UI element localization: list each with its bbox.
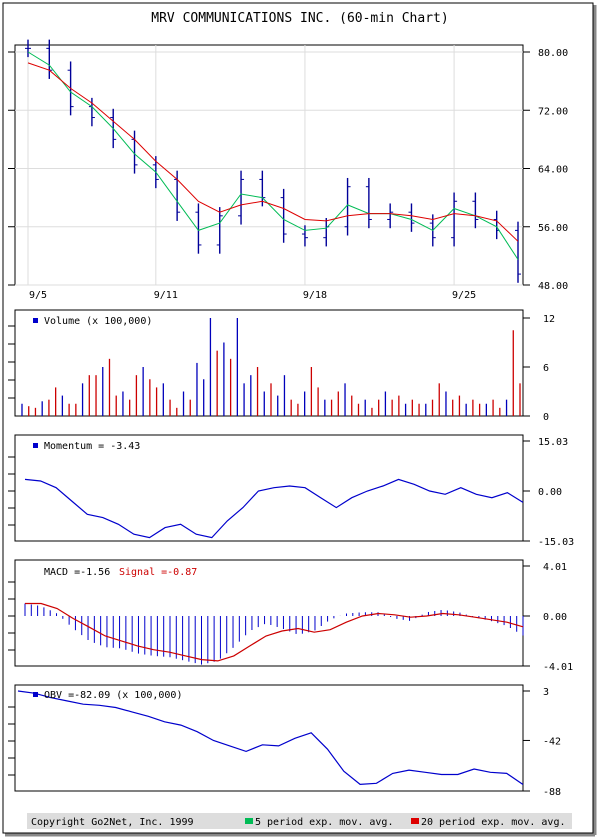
price-layer: 9/5 9/11 9/18 9/25 80.00 72.00 64.00 56.00 48.00 (8, 39, 568, 301)
footer-copyright: Copyright Go2Net, Inc. 1999 (31, 817, 194, 828)
momentum-panel (14, 434, 524, 542)
volume-y-tick-label: 6 (543, 363, 549, 374)
obv-y-tick-label: -88 (543, 787, 561, 798)
volume-layer: 12 6 0 (8, 314, 555, 423)
macd-y-tick-label: -4.01 (543, 662, 573, 673)
price-panel (14, 44, 524, 286)
outer-frame (2, 2, 594, 834)
momentum-line (24, 478, 524, 539)
obv-panel (14, 684, 524, 792)
macd-panel (14, 559, 524, 667)
footer-ema20: 20 period exp. mov. avg. (421, 817, 566, 828)
momentum-legend-swatch (33, 443, 38, 448)
footer-ema5: 5 period exp. mov. avg. (255, 817, 393, 828)
obv-layer: 3 -42 -88 (8, 687, 561, 798)
price-y-tick-label: 56.00 (538, 223, 568, 234)
ema5-line (27, 51, 519, 260)
obv-y-tick-label: -42 (543, 736, 561, 747)
momentum-y-tick-label: 0.00 (538, 487, 562, 498)
price-x-tick-label: 9/25 (452, 290, 476, 301)
momentum-y-tick-label: -15.03 (538, 537, 574, 548)
momentum-layer: 15.03 0.00 -15.03 (8, 437, 574, 548)
macd-layer: 4.01 0.00 -4.01 (8, 562, 573, 673)
momentum-y-tick-label: 15.03 (538, 437, 568, 448)
chart-title: MRV COMMUNICATIONS INC. (60-min Chart) (151, 11, 448, 26)
volume-panel (14, 309, 524, 417)
obv-y-tick-label: 3 (543, 687, 549, 698)
price-x-tick-label: 9/18 (303, 290, 327, 301)
signal-line (25, 602, 524, 662)
price-y-tick-label: 80.00 (538, 48, 568, 59)
ema5-legend-swatch (245, 818, 253, 824)
price-y-tick-label: 64.00 (538, 165, 568, 176)
momentum-label: Momentum = -3.43 (44, 441, 140, 452)
ema20-line (27, 62, 519, 242)
volume-y-tick-label: 12 (543, 314, 555, 325)
obv-label: OBV =-82.09 (x 100,000) (44, 690, 182, 701)
price-y-tick-label: 72.00 (538, 106, 568, 117)
price-y-tick-label: 48.00 (538, 281, 568, 292)
macd-label: MACD =-1.56 (44, 567, 110, 578)
footer-bar (27, 813, 572, 829)
ema20-legend-swatch (411, 818, 419, 824)
signal-label: Signal =-0.87 (119, 567, 197, 578)
volume-label: Volume (x 100,000) (44, 316, 152, 327)
macd-y-tick-label: 4.01 (543, 562, 567, 573)
volume-legend-swatch (33, 318, 38, 323)
obv-line (17, 690, 524, 786)
volume-y-tick-label: 0 (543, 412, 549, 423)
macd-y-tick-label: 0.00 (543, 612, 567, 623)
price-x-tick-label: 9/5 (29, 290, 47, 301)
price-x-tick-label: 9/11 (154, 290, 178, 301)
obv-legend-swatch (33, 692, 38, 697)
